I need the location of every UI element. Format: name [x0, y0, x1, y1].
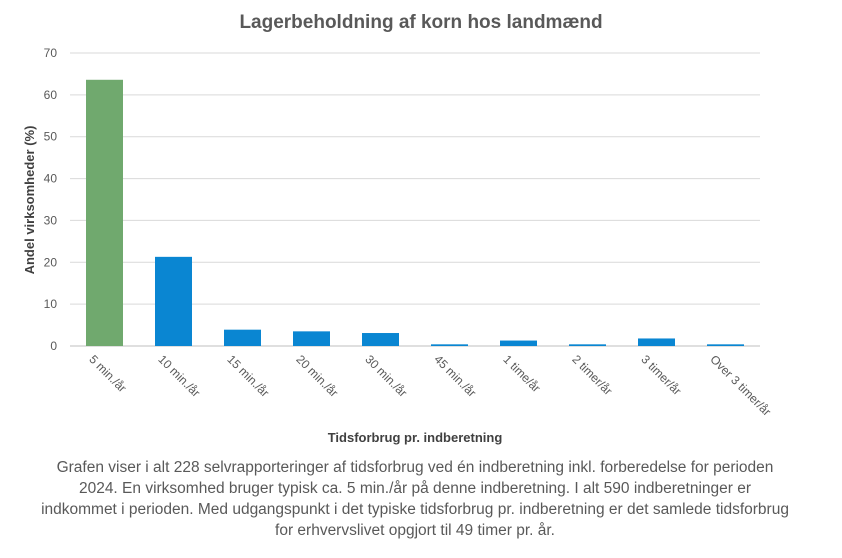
bar-chart: 0 10 20 30 40 50 60 70 5 min./år 10 min./år 15 mi…: [22, 46, 774, 419]
x-tick-label: 45 min./år: [431, 352, 479, 400]
bar: [86, 79, 123, 346]
bar: [569, 344, 606, 346]
y-tick-label: 10: [44, 297, 58, 311]
bar: [638, 338, 675, 346]
y-tick-label: 60: [44, 88, 58, 102]
bar: [224, 329, 261, 346]
chart-caption: Grafen viser i alt 228 selvrapporteringe…: [41, 459, 789, 539]
bar: [707, 344, 744, 346]
x-tick-label: 15 min./år: [224, 352, 272, 400]
chart-title: Lagerbeholdning af korn hos landmænd: [239, 12, 603, 33]
x-axis-ticks: 5 min./år 10 min./år 15 min./år 20 min./år 3…: [86, 352, 773, 418]
y-tick-label: 0: [50, 339, 57, 353]
gridlines: [70, 52, 760, 347]
y-axis-ticks: 0 10 20 30 40 50 60 70: [44, 46, 58, 353]
x-tick-label: 3 timer/år: [638, 352, 684, 398]
x-tick-label: 2 timer/år: [569, 352, 615, 398]
x-tick-label: 1 time/år: [500, 352, 543, 395]
y-tick-label: 20: [44, 255, 58, 269]
x-tick-label: Over 3 timer/år: [707, 352, 773, 418]
x-tick-label: 30 min./år: [362, 352, 410, 400]
bar: [500, 340, 537, 346]
y-tick-label: 50: [44, 130, 58, 144]
bar: [362, 333, 399, 346]
x-axis-title: Tidsforbrug pr. indberetning: [327, 430, 503, 445]
y-tick-label: 70: [44, 46, 58, 60]
y-tick-label: 30: [44, 213, 58, 227]
y-axis-title: Andel virksomheder (%): [22, 126, 37, 275]
y-tick-label: 40: [44, 172, 58, 186]
bar: [431, 344, 468, 346]
bar: [293, 331, 330, 346]
x-tick-label: 20 min./år: [293, 352, 341, 400]
bar: [155, 256, 192, 346]
x-tick-label: 5 min./år: [86, 352, 129, 395]
bars: [86, 79, 744, 346]
x-tick-label: 10 min./år: [155, 352, 203, 400]
